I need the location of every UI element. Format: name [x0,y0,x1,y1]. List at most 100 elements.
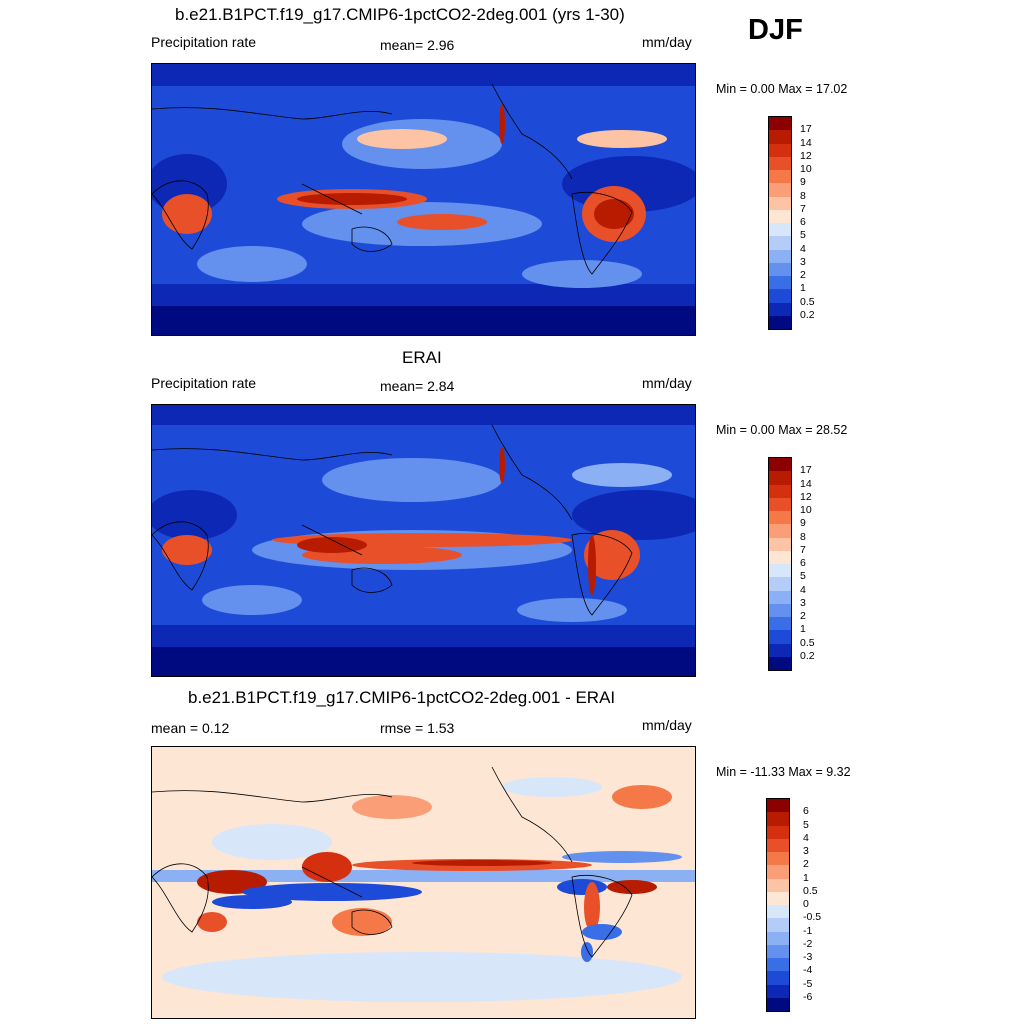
panel3-colorbar-label: -4 [803,964,813,977]
panel1-colorbar-swatch [769,236,791,250]
panel3-title: b.e21.B1PCT.f19_g17.CMIP6-1pctCO2-2deg.0… [188,688,616,707]
panel3-colorbar-label: 6 [803,805,809,818]
panel3-colorbar-swatch [767,905,789,919]
panel1-colorbar-swatch [769,276,791,290]
panel2-colorbar-swatch [769,537,791,551]
panel3-colorbar-swatch [767,825,789,839]
panel2-colorbar-label: 7 [800,543,806,556]
panel3-colorbar-label: 5 [803,818,809,831]
panel2-colorbar-label: 17 [800,464,812,477]
panel2-colorbar-label: 0.5 [800,636,815,649]
panel3-colorbar-swatch [767,891,789,905]
panel3-colorbar-swatch [767,838,789,852]
panel1-colorbar-label: 4 [800,242,806,255]
panel3-colorbar-swatch [767,944,789,958]
panel1-colorbar-label: 12 [800,149,812,162]
panel3-colorbar-swatch [767,918,789,932]
panel1-colorbar-swatch [769,143,791,157]
panel1-colorbar-swatch [769,223,791,237]
panel3-colorbar-label: -6 [803,990,813,1003]
panel3-colorbar-swatch [767,997,789,1011]
panel2-colorbar-label: 5 [800,570,806,583]
panel2-colorbar-swatch [769,458,791,472]
panel1-colorbar-label: 6 [800,216,806,228]
panel1-colorbar-label: 10 [800,163,812,175]
panel2-colorbar-swatch [769,564,791,578]
panel3-colorbar-label: -5 [803,977,813,990]
panel2-units: mm/day [642,375,692,391]
panel2-map [151,404,696,677]
panel2-variable-label: Precipitation rate [151,375,257,391]
panel1-colorbar-swatch [769,183,791,197]
panel1-title: b.e21.B1PCT.f19_g17.CMIP6-1pctCO2-2deg.0… [175,5,625,24]
panel1-variable-label: Precipitation rate [151,34,257,50]
panel2-colorbar-label: 1 [800,623,806,636]
panel3-colorbar-swatch [767,799,789,813]
panel1-colorbar-swatch [769,170,791,184]
panel3-colorbar-label: 2 [803,858,809,871]
panel2-colorbar-swatch [769,511,791,525]
panel2-colorbar-label: 2 [800,610,806,622]
panel3-colorbar-label: 3 [803,845,809,857]
panel2-colorbar-swatch [769,577,791,591]
panel2-colorbar-label: 14 [800,477,812,490]
panel3-rmse: rmse = 1.53 [380,720,455,736]
panel3-colorbar-swatch [767,852,789,866]
panel1-colorbar-label: 14 [800,136,812,149]
panel2-colorbar [768,457,792,671]
panel1-colorbar-label: 3 [800,255,806,268]
panel3-colorbar-swatch [767,865,789,879]
panel3-colorbar-swatch [767,971,789,985]
panel2-colorbar-label: 4 [800,583,806,596]
panel1-colorbar-label: 9 [800,176,806,189]
panel1-minmax: Min = 0.00 Max = 17.02 [716,82,848,96]
panel2-colorbar-label: 8 [800,530,806,543]
panel1-colorbar-label: 0.2 [800,308,815,321]
panel2-colorbar-swatch [769,497,791,511]
panel1-colorbar-swatch [769,249,791,263]
panel1-colorbar-swatch [769,209,791,223]
panel1-colorbar-swatch [769,289,791,303]
panel2-colorbar-swatch [769,656,791,670]
panel1-colorbar-label: 5 [800,229,806,242]
panel2-colorbar-label: 0.2 [800,649,815,662]
panel1-colorbar-label: 8 [800,189,806,202]
panel1-colorbar-swatch [769,315,791,329]
panel3-colorbar-label: -3 [803,951,813,963]
panel1-colorbar-label: 1 [800,282,806,295]
panel2-colorbar-swatch [769,471,791,485]
panel3-colorbar-label: -0.5 [803,911,822,924]
panel2-colorbar-label: 10 [800,504,812,516]
panel2-mean: mean= 2.84 [380,378,455,394]
panel1-colorbar-swatch [769,156,791,170]
panel2-colorbar-label: 3 [800,596,806,609]
panel2-colorbar-swatch [769,590,791,604]
panel3-colorbar-label: -1 [803,924,813,937]
panel3-colorbar-label: -2 [803,937,813,950]
panel2-title: ERAI [402,348,442,367]
panel1-colorbar-swatch [769,117,791,131]
panel1-map [151,63,696,336]
panel2-colorbar-swatch [769,524,791,538]
panel2-minmax: Min = 0.00 Max = 28.52 [716,423,848,437]
panel3-colorbar-swatch [767,931,789,945]
panel1-colorbar-swatch [769,130,791,144]
panel2-colorbar-swatch [769,550,791,564]
panel1-colorbar-label: 0.5 [800,295,815,308]
panel1-colorbar-swatch [769,302,791,316]
panel1-colorbar-swatch [769,262,791,276]
panel1-units: mm/day [642,34,692,50]
panel3-colorbar-label: 1 [803,871,809,884]
panel2-colorbar-label: 6 [800,557,806,569]
panel3-units: mm/day [642,717,692,733]
panel1-colorbar-label: 2 [800,269,806,281]
panel3-colorbar-swatch [767,812,789,826]
panel3-colorbar [766,798,790,1012]
panel2-colorbar-label: 12 [800,490,812,503]
panel3-colorbar-label: 4 [803,831,809,844]
panel1-colorbar-swatch [769,196,791,210]
panel2-colorbar-swatch [769,630,791,644]
panel2-colorbar-swatch [769,643,791,657]
panel2-colorbar-swatch [769,617,791,631]
panel3-minmax: Min = -11.33 Max = 9.32 [716,765,851,779]
